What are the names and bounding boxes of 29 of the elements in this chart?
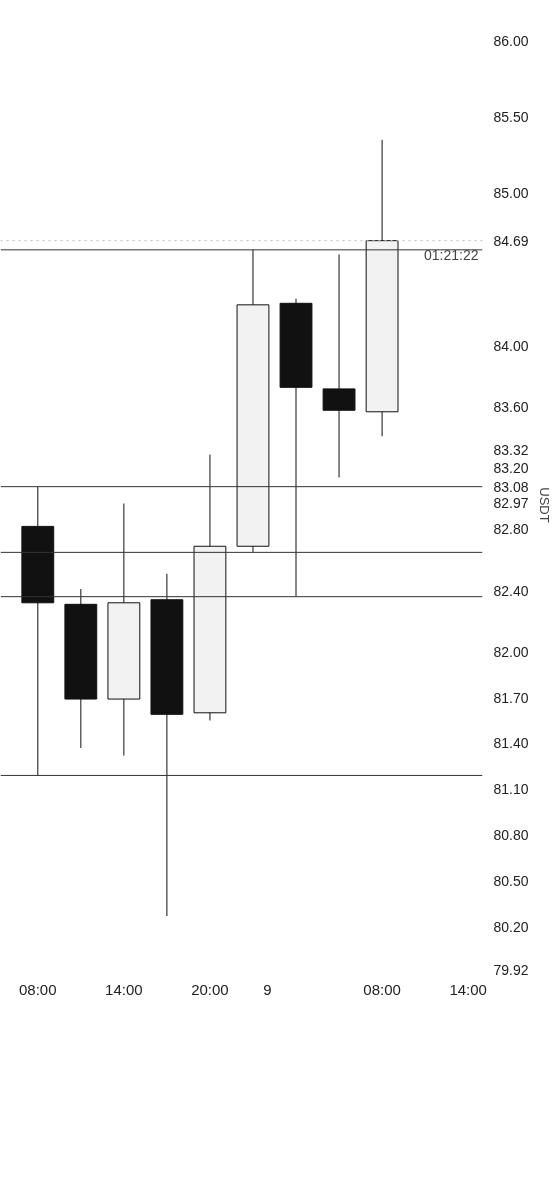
- y-tick-label: 86.00: [493, 32, 529, 49]
- ref-line-label: 83.08: [493, 478, 529, 495]
- x-tick-label: 08:00: [363, 980, 401, 998]
- x-tick-label: 08:00: [19, 980, 57, 998]
- y-tick-label: 81.70: [493, 689, 529, 706]
- y-tick-label: 82.40: [493, 582, 529, 599]
- y-tick-label: 79.92: [493, 961, 529, 978]
- y-axis-title: USDT: [536, 487, 552, 523]
- y-tick-label: 85.00: [493, 185, 529, 202]
- y-tick-label: 83.32: [493, 441, 529, 458]
- y-tick-label: 80.50: [493, 872, 529, 889]
- x-tick-label: 9: [263, 980, 272, 998]
- y-tick-label: 84.00: [493, 338, 529, 355]
- y-tick-label: 82.00: [493, 643, 529, 660]
- y-tick-label: 81.40: [493, 735, 529, 752]
- y-tick-label: 80.20: [493, 918, 529, 935]
- y-tick-label: 83.20: [493, 460, 529, 477]
- y-tick-label: 85.50: [493, 108, 529, 125]
- x-tick-label: 14:00: [449, 980, 487, 998]
- y-tick-label: 82.97: [493, 495, 529, 512]
- y-tick-label: 81.10: [493, 781, 529, 798]
- y-tick-label: 80.80: [493, 827, 529, 844]
- annotation: 01:21:22: [424, 246, 479, 263]
- y-tick-label: 82.80: [493, 521, 529, 538]
- candlestick: [322, 253, 356, 478]
- ref-line-label: 84.69: [493, 232, 529, 249]
- x-tick-label: 20:00: [191, 980, 229, 998]
- y-tick-label: 83.60: [493, 399, 529, 416]
- x-tick-label: 14:00: [105, 980, 143, 998]
